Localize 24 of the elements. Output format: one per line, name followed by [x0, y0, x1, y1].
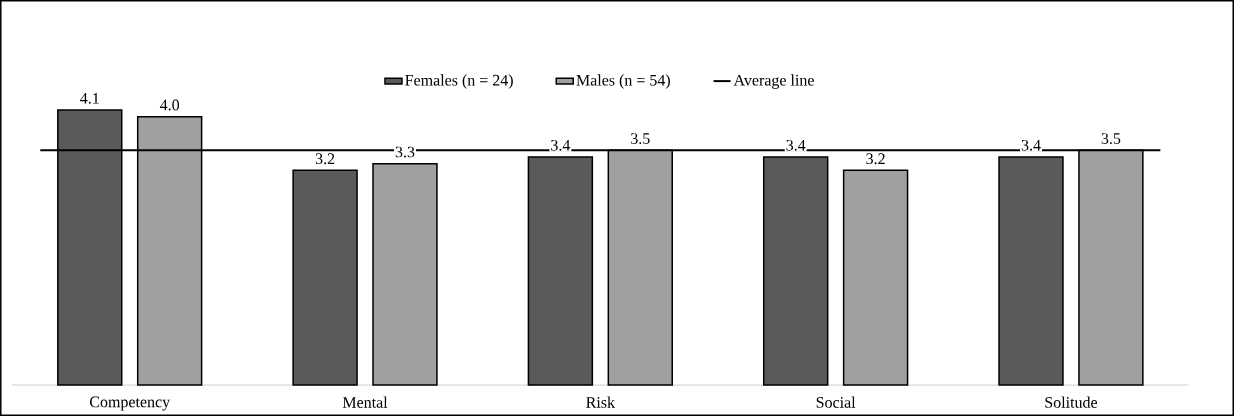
x-tick-label: Risk	[586, 396, 615, 408]
x-tick-label: Competency	[89, 396, 171, 411]
legend-label: Females (n = 24)	[405, 74, 513, 89]
bar	[527, 156, 594, 386]
bar	[762, 156, 829, 386]
data-label: 4.1	[80, 92, 99, 104]
data-label: 4.0	[159, 99, 180, 111]
bar	[372, 162, 438, 386]
data-label: 3.2	[866, 153, 885, 165]
data-label: 3.5	[631, 133, 650, 145]
bar	[998, 156, 1064, 386]
legend-label: Average line	[733, 74, 814, 89]
bar	[292, 169, 358, 386]
data-label: 3.4	[1021, 139, 1041, 151]
data-label: 3.3	[395, 146, 415, 158]
data-label: 3.2	[315, 153, 335, 165]
bar	[842, 169, 909, 386]
legend-label: Males (n = 54)	[576, 74, 670, 89]
x-tick-label: Social	[816, 396, 856, 408]
x-tick-label: Solitude	[1045, 396, 1098, 408]
data-label: 3.4	[551, 139, 571, 151]
x-tick-label: Mental	[342, 396, 388, 408]
data-label: 3.5	[1101, 133, 1121, 145]
data-label: 3.4	[786, 139, 806, 151]
